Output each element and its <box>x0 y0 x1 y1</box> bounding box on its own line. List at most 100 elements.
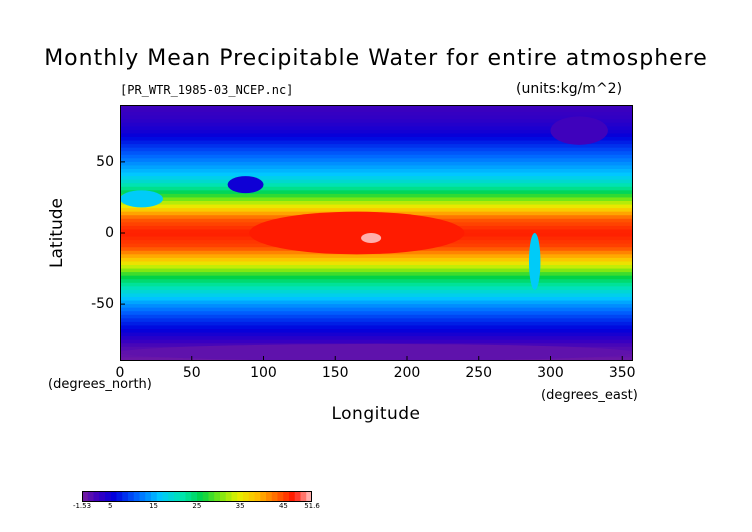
colorbar-swatch <box>214 491 221 502</box>
colorbar-swatch <box>116 491 123 502</box>
heatmap-band <box>120 282 633 287</box>
colorbar-swatch <box>93 491 100 502</box>
heatmap-band <box>120 108 633 113</box>
heatmap-band <box>120 329 633 334</box>
heatmap-band <box>120 190 633 195</box>
heatmap-band <box>120 169 633 174</box>
heatmap-region-antarctica <box>120 343 633 361</box>
heatmap-band <box>120 140 633 145</box>
colorbar-swatch <box>231 491 238 502</box>
heatmap-band <box>120 268 633 273</box>
heatmap-band <box>120 201 633 206</box>
heatmap-band <box>120 158 633 163</box>
heatmap-band <box>120 257 633 263</box>
heatmap-band <box>120 304 633 309</box>
heatmap-band <box>120 176 633 181</box>
heatmap-band <box>120 336 633 341</box>
colorbar-swatch <box>145 491 152 502</box>
heatmap-band <box>120 137 633 142</box>
colorbar-swatch <box>128 491 135 502</box>
colorbar-swatch <box>254 491 261 502</box>
heatmap-region-tibetan-plateau <box>227 176 264 194</box>
heatmap-band <box>120 197 633 202</box>
heatmap-band <box>120 293 633 298</box>
colorbar-tick-label: 15 <box>149 502 159 510</box>
heatmap-band <box>120 115 633 120</box>
colorbar-tick-label: 35 <box>235 502 245 510</box>
colorbar-swatch <box>82 491 89 502</box>
heatmap-band <box>120 272 633 277</box>
heatmap-region-central-pacific-maximum <box>361 233 382 243</box>
colorbar-swatch <box>99 491 106 502</box>
colorbar-swatch <box>197 491 204 502</box>
x-tick-label: 150 <box>321 365 349 381</box>
heatmap-band <box>120 161 633 167</box>
source-file-label: [PR_WTR_1985-03_NCEP.nc] <box>120 83 294 97</box>
y-tick-label: 0 <box>105 225 114 241</box>
x-axis-units: (degrees_east) <box>541 388 638 403</box>
heatmap-band <box>120 325 633 330</box>
colorbar-swatch <box>306 491 313 502</box>
x-axis-label: Longitude <box>331 404 421 424</box>
heatmap-region-andes <box>528 233 541 290</box>
colorbar-swatch <box>237 491 244 502</box>
colorbar-swatch <box>220 491 227 502</box>
colorbar-swatch <box>225 491 232 502</box>
heatmap-band <box>120 172 633 177</box>
y-tick-label: -50 <box>91 296 114 313</box>
heatmap-band <box>120 307 633 312</box>
x-tick-label: 300 <box>537 365 564 381</box>
colorbar-swatch <box>191 491 198 502</box>
colorbar-swatch <box>271 491 278 502</box>
heatmap-band <box>120 133 633 138</box>
heatmap-band <box>120 279 633 284</box>
colorbar-swatch <box>243 491 250 502</box>
colorbar-swatch <box>179 491 186 502</box>
colorbar-swatch <box>294 491 301 502</box>
heatmap-band <box>120 300 633 305</box>
heatmap-region-sahara <box>120 190 164 208</box>
colorbar-swatch <box>133 491 140 502</box>
heatmap-band <box>120 321 633 327</box>
colorbar-tick-label: 25 <box>192 502 202 510</box>
plot-area <box>120 105 633 361</box>
x-tick-label: 50 <box>182 365 201 381</box>
heatmap-band <box>120 254 633 259</box>
colorbar-swatch <box>283 491 290 502</box>
colorbar <box>82 487 313 502</box>
colorbar-swatch <box>208 491 215 502</box>
heatmap-region-greenland <box>550 116 608 145</box>
chart-title: Monthly Mean Precipitable Water for enti… <box>44 46 708 71</box>
heatmap-band <box>120 183 633 188</box>
colorbar-swatch <box>110 491 117 502</box>
heatmap-band <box>120 179 633 184</box>
colorbar-swatch <box>122 491 129 502</box>
heatmap-band <box>120 311 633 316</box>
heatmap-band <box>120 147 633 152</box>
heatmap-band <box>120 186 633 191</box>
y-axis-label: Latitude <box>47 198 67 268</box>
colorbar-swatch <box>289 491 296 502</box>
heatmap-band <box>120 126 633 131</box>
heatmap-plot <box>120 105 633 361</box>
heatmap-band <box>120 297 633 302</box>
heatmap-band <box>120 105 633 110</box>
colorbar-swatch <box>162 491 169 502</box>
colorbar-swatch <box>185 491 192 502</box>
heatmap-region-western-pacific-warm-pool <box>249 211 465 255</box>
heatmap-band <box>120 318 633 323</box>
x-tick-label: 100 <box>250 365 277 381</box>
x-tick-label: 350 <box>608 365 636 381</box>
x-tick-label: 0 <box>115 365 125 381</box>
heatmap-band <box>120 154 633 159</box>
heatmap-band <box>120 204 633 209</box>
heatmap-band <box>120 112 633 117</box>
heatmap-band <box>120 332 633 337</box>
colorbar-swatch <box>277 491 284 502</box>
colorbar-frame <box>82 491 312 502</box>
heatmap-band <box>120 314 633 319</box>
y-axis-units: (degrees_north) <box>48 377 152 392</box>
colorbar-swatch <box>151 491 158 502</box>
colorbar-swatch <box>248 491 255 502</box>
colorbar-swatch <box>105 491 112 502</box>
